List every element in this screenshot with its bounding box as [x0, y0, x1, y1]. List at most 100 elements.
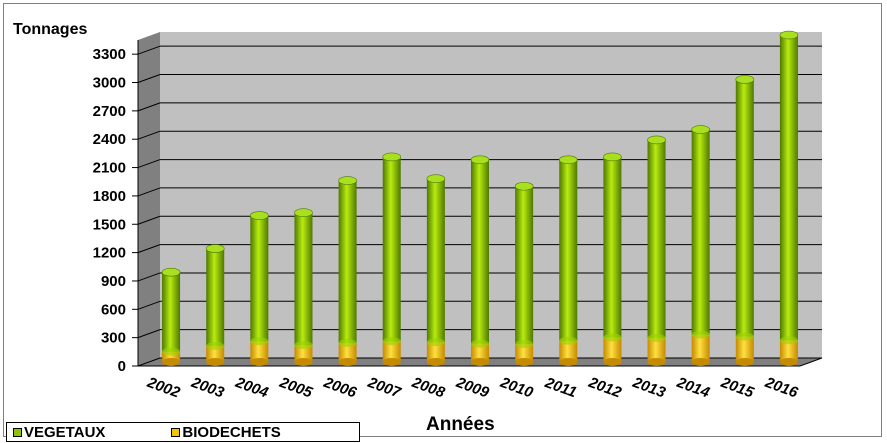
bar-segment-joint [647, 333, 666, 342]
x-axis-label: Années [426, 414, 495, 435]
bar-segment-joint [779, 336, 798, 345]
gridline-depth [137, 45, 161, 55]
y-axis-ticks: 0 300 600 900 1200 1500 1800 2100 2400 2700 3000 33… [93, 46, 126, 375]
bar-segment-joint [382, 337, 401, 346]
bar-biodechets-base [471, 358, 489, 366]
bar-vegetaux [338, 180, 357, 344]
gridline-depth [137, 272, 161, 282]
bar-biodechets-base [559, 358, 578, 366]
bar-group [603, 152, 622, 366]
y-tick-label: 0 [118, 358, 126, 375]
y-tick-label: 2400 [93, 131, 126, 148]
bar-group [779, 30, 799, 366]
y-tick-label: 300 [101, 330, 126, 347]
bar-biodechets-base [294, 358, 313, 366]
x-tick-label: 2014 [674, 374, 713, 402]
plot-side-wall [138, 32, 160, 366]
x-axis-ticks: 2002 2003 2004 2005 2006 2007 2008 2009 2010 2011… [144, 374, 801, 402]
bar-group [161, 267, 181, 366]
bar-biodechets [206, 345, 225, 362]
x-tick-label: 2010 [497, 374, 536, 402]
bar-biodechets [735, 336, 754, 362]
bar-vegetaux [426, 178, 445, 343]
bar-segment-joint [250, 337, 269, 346]
bar-group [558, 155, 578, 366]
legend-swatch-vegetaux [13, 427, 22, 437]
x-tick-label: 2007 [365, 374, 404, 402]
bar-biodechets-base [426, 358, 445, 366]
bar-vegetaux-top [294, 208, 313, 218]
bar-vegetaux [735, 79, 754, 337]
bar-biodechets [162, 351, 181, 362]
bar-biodechets [647, 337, 666, 362]
bar-vegetaux [162, 272, 181, 352]
bar-vegetaux [206, 248, 225, 346]
x-tick-label: 2016 [762, 374, 801, 402]
bar-group [205, 244, 225, 366]
bar-vegetaux [471, 159, 489, 344]
bar-vegetaux-top [161, 267, 181, 277]
gridline-depth [137, 329, 161, 339]
legend-item-biodechets: BIODECHETS [171, 423, 281, 441]
bar-vegetaux [294, 212, 313, 345]
bar-segment-joint [294, 340, 313, 349]
bar-vegetaux [559, 159, 578, 341]
gridline-depth [137, 159, 161, 169]
bar-vegetaux [779, 35, 798, 341]
bar-group [691, 125, 710, 366]
y-tick-label: 3000 [93, 75, 126, 92]
floor-edge [799, 357, 823, 367]
x-tick-label: 2011 [542, 374, 579, 401]
x-tick-label: 2013 [630, 374, 669, 402]
x-tick-label: 2009 [453, 374, 492, 402]
bar-vegetaux-top [205, 244, 225, 253]
bar-group [514, 181, 534, 366]
bar-vegetaux-top [603, 152, 622, 162]
bar-biodechets [382, 341, 401, 362]
legend: VEGETAUX BIODECHETS [6, 422, 360, 442]
y-axis-label: Tonnages [13, 21, 87, 38]
gridline-depth [137, 357, 161, 367]
gridlines [132, 40, 823, 367]
bar-segment-joint [162, 347, 181, 356]
bar-vegetaux-top [647, 135, 666, 145]
x-tick-label: 2012 [585, 374, 624, 402]
bar-vegetaux [382, 156, 401, 342]
bar-segment-joint [206, 341, 225, 350]
y-tick-label: 1800 [93, 188, 126, 205]
bar-group [382, 152, 402, 366]
bar-group [426, 174, 446, 366]
bar-vegetaux-top [691, 125, 710, 134]
gridline-depth [137, 244, 161, 254]
bar-segment-joint [559, 336, 578, 345]
bar-biodechets [471, 343, 489, 362]
bar-biodechets [338, 343, 357, 362]
bar-vegetaux-top [338, 176, 357, 185]
x-tick-label: 2004 [232, 374, 271, 402]
gridline-depth [137, 130, 161, 140]
bar-biodechets-base [338, 358, 357, 366]
y-tick-label: 3300 [93, 46, 126, 63]
bar-segment-joint [735, 332, 754, 341]
bar-segment-joint [426, 338, 445, 347]
bar-biodechets [294, 344, 313, 362]
bar-biodechets-base [206, 358, 225, 366]
bar-biodechets [426, 342, 445, 362]
gridline-depth [137, 74, 161, 83]
bars-layer [161, 30, 799, 366]
bar-vegetaux-top [382, 152, 402, 162]
y-tick-label: 2700 [93, 103, 126, 120]
bar-group [250, 211, 269, 366]
bar-vegetaux-top [558, 155, 578, 165]
bar-biodechets [515, 344, 534, 362]
bar-segment-joint [603, 333, 622, 342]
gridline-depth [137, 102, 161, 112]
plot-back-wall [160, 32, 822, 358]
x-tick-label: 2008 [409, 374, 448, 402]
bar-biodechets-base [515, 358, 534, 366]
bar-biodechets [779, 340, 798, 362]
bar-group [647, 135, 666, 366]
bar-biodechets-base [603, 358, 622, 366]
legend-label-biodechets: BIODECHETS [182, 423, 281, 441]
